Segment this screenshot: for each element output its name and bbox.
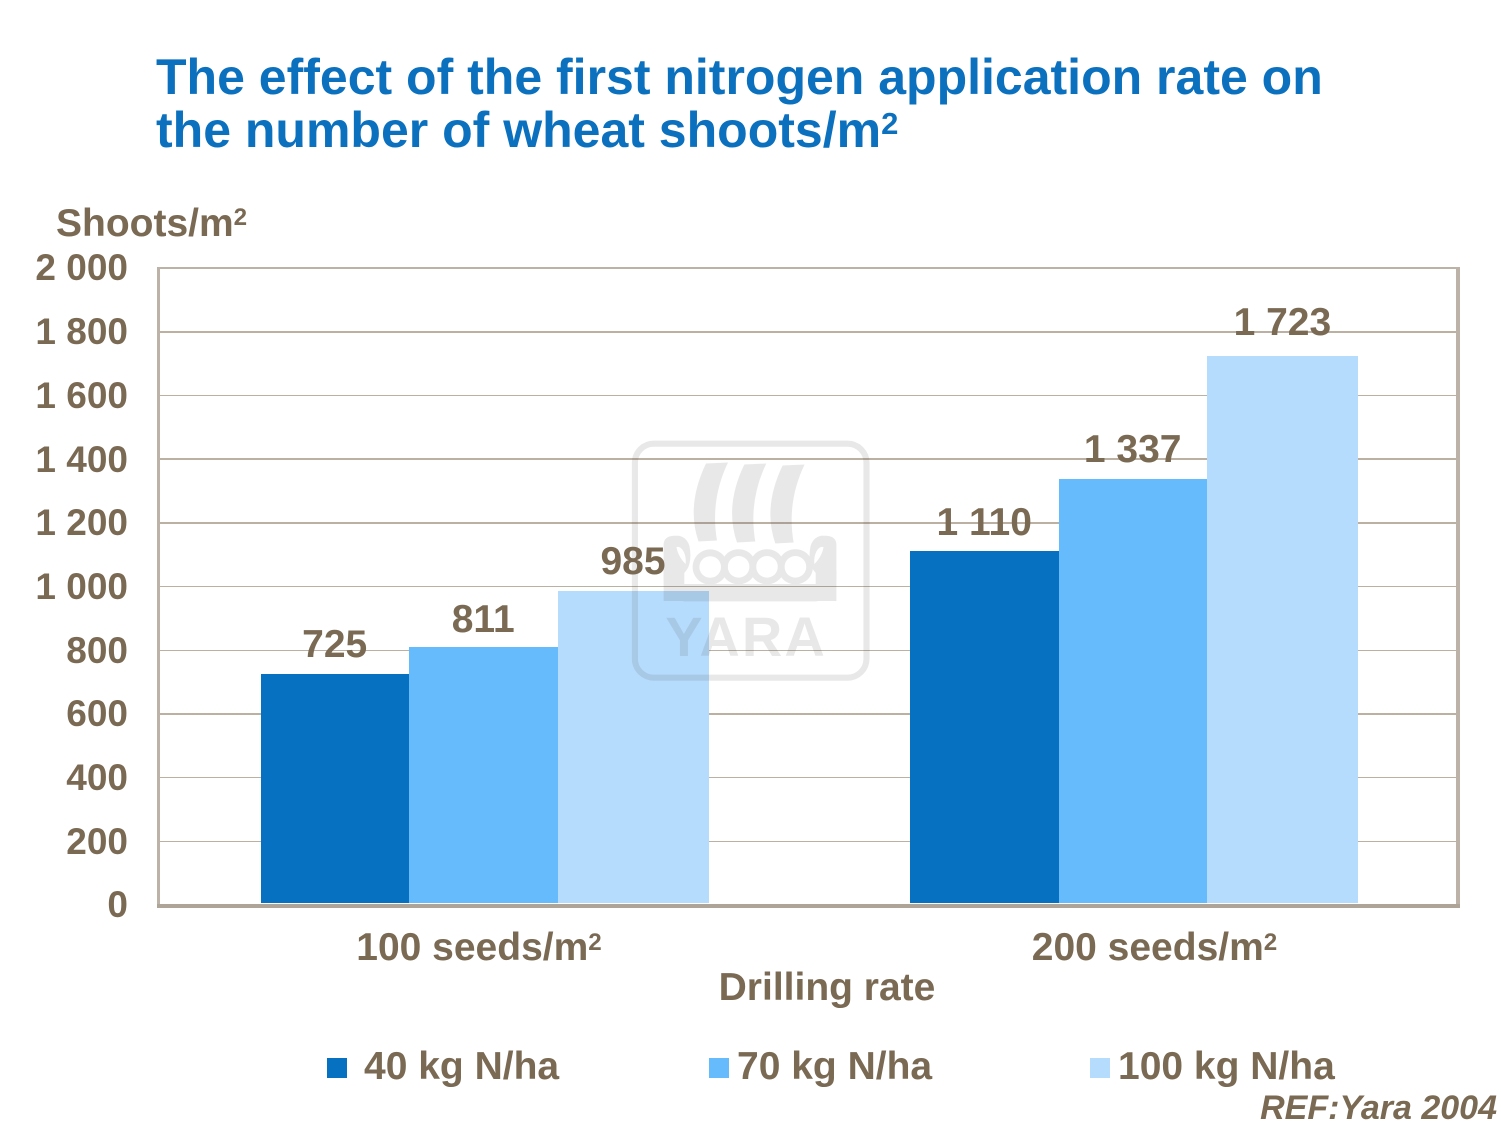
svg-text:YARA: YARA (665, 605, 827, 668)
